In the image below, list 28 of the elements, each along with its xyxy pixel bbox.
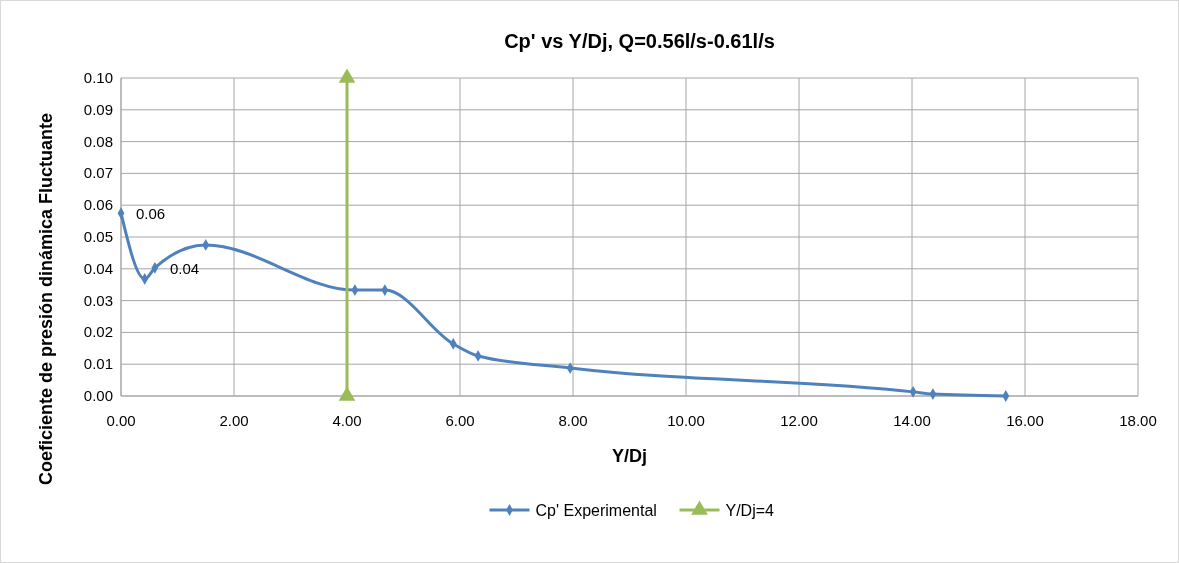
data-label: 0.04 [169,259,200,277]
y-tick-label: 0.05 [83,228,113,245]
y-tick-label: 0.02 [83,323,113,341]
x-tick-label: 8.00 [558,412,588,429]
x-axis-title: Y/Dj [611,446,648,466]
y-tick-label: 0.01 [83,355,113,373]
x-tick-label: 16.00 [1006,412,1044,429]
y-tick-label: 0.07 [83,164,113,182]
y-tick-label: 0.08 [83,132,113,150]
y-tick-label: 0.04 [83,259,113,277]
x-tick-label: 14.00 [893,412,931,429]
chart-title: Cp' vs Y/Dj, Q=0.56l/s-0.61l/s [504,30,775,52]
y-tick-label: 0.10 [83,69,113,86]
x-tick-label: 18.00 [1119,412,1157,429]
x-tick-label: 12.00 [780,412,818,429]
y-axis-title: Coeficiente de presión dinámica Fluctuante [36,112,56,486]
y-tick-label: 0.03 [83,291,113,309]
legend-label: Y/Dj=4 [725,502,775,519]
data-label: 0.06 [136,205,166,223]
y-tick-label: 0.06 [83,196,113,214]
x-tick-label: 6.00 [445,412,475,429]
y-tick-label: 0.09 [83,100,113,118]
legend-label: Cp' Experimental [535,502,657,519]
x-tick-label: 2.00 [219,412,249,429]
x-tick-label: 10.00 [667,412,705,429]
y-tick-label: 0.00 [83,387,113,404]
x-tick-label: 0.00 [106,412,136,429]
x-tick-label: 4.00 [332,412,362,429]
